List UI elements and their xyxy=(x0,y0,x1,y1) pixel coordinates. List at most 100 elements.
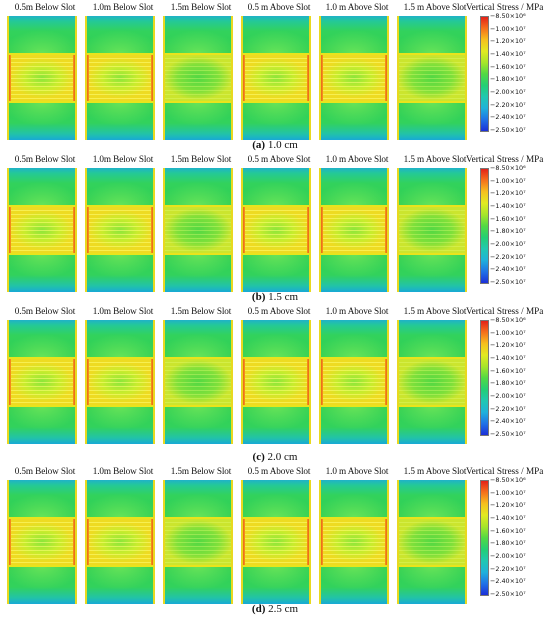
caption-label: (a) xyxy=(252,139,266,151)
legend-tick-label: −8.50×10⁶ xyxy=(490,164,526,172)
slot-top-boundary xyxy=(163,357,233,359)
slot-region xyxy=(85,54,155,102)
slot-top-boundary xyxy=(85,205,155,207)
caption-value: 2.5 cm xyxy=(265,603,299,615)
slot-top-boundary xyxy=(163,205,233,207)
legend-tick-label: −1.60×10⁷ xyxy=(490,62,526,71)
stress-contour-map xyxy=(163,168,233,292)
slot-top-boundary xyxy=(163,517,233,519)
panel-title: 0.5m Below Slot xyxy=(14,2,76,12)
slot-top-boundary xyxy=(241,205,311,207)
slot-bottom-boundary xyxy=(397,565,467,567)
slot-bottom-boundary xyxy=(163,565,233,567)
stress-contour-map xyxy=(85,16,155,140)
panel-title: 1.5m Below Slot xyxy=(170,466,232,476)
upper-rock-region xyxy=(7,480,77,518)
legend-tick-label: −1.80×10⁷ xyxy=(490,75,526,84)
lower-rock-region xyxy=(397,254,467,292)
slot-region xyxy=(241,54,311,102)
lower-rock-region xyxy=(241,102,311,140)
lower-rock-region xyxy=(163,254,233,292)
slot-bottom-boundary xyxy=(241,565,311,567)
slot-region xyxy=(319,518,389,566)
stress-contour-map xyxy=(7,168,77,292)
upper-rock-region xyxy=(241,480,311,518)
legend-colorbar xyxy=(480,480,489,596)
panel-title: 1.0m Below Slot xyxy=(92,306,154,316)
right-boundary xyxy=(309,320,311,444)
left-concentration-edge xyxy=(319,358,323,406)
upper-rock-region xyxy=(85,16,155,54)
upper-rock-region xyxy=(7,320,77,358)
upper-rock-region xyxy=(163,320,233,358)
upper-rock-region xyxy=(397,480,467,518)
left-boundary xyxy=(397,320,399,444)
left-concentration-edge xyxy=(319,518,323,566)
legend-tick-label: −2.40×10⁷ xyxy=(490,417,526,426)
legend-tick-label: −1.20×10⁷ xyxy=(490,189,526,198)
row-caption: (c) 2.0 cm xyxy=(0,451,550,463)
legend-tick-label: −1.80×10⁷ xyxy=(490,539,526,548)
legend-tick-label: −2.50×10⁷ xyxy=(490,590,526,598)
legend-tick-label: −1.40×10⁷ xyxy=(490,50,526,58)
lower-rock-region xyxy=(85,566,155,604)
stress-contour-map xyxy=(7,16,77,140)
left-boundary xyxy=(397,16,399,140)
slot-bottom-boundary xyxy=(241,405,311,407)
right-boundary xyxy=(309,16,311,140)
stress-contour-map xyxy=(85,320,155,444)
legend-tick-label: −2.20×10⁷ xyxy=(490,564,526,573)
caption-value: 1.0 cm xyxy=(265,139,298,151)
panel-title: 1.5 m Above Slot xyxy=(403,466,467,476)
right-boundary xyxy=(309,480,311,604)
right-boundary xyxy=(231,320,233,444)
stress-row-1: 0.5m Below Slot 1.0m Below Slot 1.5m Below… xyxy=(0,2,550,142)
row-caption: (d) 2.5 cm xyxy=(0,603,550,615)
right-boundary xyxy=(231,480,233,604)
left-boundary xyxy=(85,16,87,140)
slot-top-boundary xyxy=(397,53,467,55)
caption-label: (b) xyxy=(251,291,266,303)
lower-rock-region xyxy=(7,406,77,444)
slot-top-boundary xyxy=(85,53,155,55)
left-boundary xyxy=(163,16,165,140)
left-boundary xyxy=(7,168,9,292)
left-concentration-edge xyxy=(319,54,323,102)
left-boundary xyxy=(319,480,321,604)
lower-rock-region xyxy=(241,566,311,604)
legend-tick-label: −8.50×10⁶ xyxy=(490,12,526,20)
slot-bottom-boundary xyxy=(241,101,311,103)
slot-region xyxy=(319,54,389,102)
left-concentration-edge xyxy=(85,518,89,566)
panel-title: 1.0 m Above Slot xyxy=(325,154,389,164)
lower-rock-region xyxy=(7,254,77,292)
right-boundary xyxy=(465,168,467,292)
slot-region xyxy=(7,358,77,406)
right-boundary xyxy=(387,16,389,140)
left-boundary xyxy=(241,168,243,292)
legend-colorbar xyxy=(480,16,489,132)
upper-rock-region xyxy=(241,168,311,206)
slot-bottom-boundary xyxy=(7,101,77,103)
slot-bottom-boundary xyxy=(397,405,467,407)
slot-region xyxy=(85,206,155,254)
panel-title: 1.5m Below Slot xyxy=(170,2,232,12)
legend-tick-label: −8.50×10⁶ xyxy=(490,316,526,324)
stress-row-4: 0.5m Below Slot 1.0m Below Slot 1.5m Below… xyxy=(0,466,550,606)
legend-tick-label: −2.50×10⁷ xyxy=(490,126,526,134)
stress-contour-map xyxy=(319,480,389,604)
panel-title: 1.5 m Above Slot xyxy=(403,306,467,316)
left-boundary xyxy=(85,480,87,604)
panel-title: 1.5m Below Slot xyxy=(170,154,232,164)
slot-region xyxy=(163,206,233,254)
stress-row-3: 0.5m Below Slot 1.0m Below Slot 1.5m Below… xyxy=(0,306,550,446)
right-boundary xyxy=(231,168,233,292)
slot-region xyxy=(241,518,311,566)
stress-contour-map xyxy=(397,480,467,604)
slot-top-boundary xyxy=(241,357,311,359)
left-boundary xyxy=(241,320,243,444)
upper-rock-region xyxy=(397,16,467,54)
slot-region xyxy=(163,54,233,102)
slot-top-boundary xyxy=(85,357,155,359)
left-concentration-edge xyxy=(85,54,89,102)
